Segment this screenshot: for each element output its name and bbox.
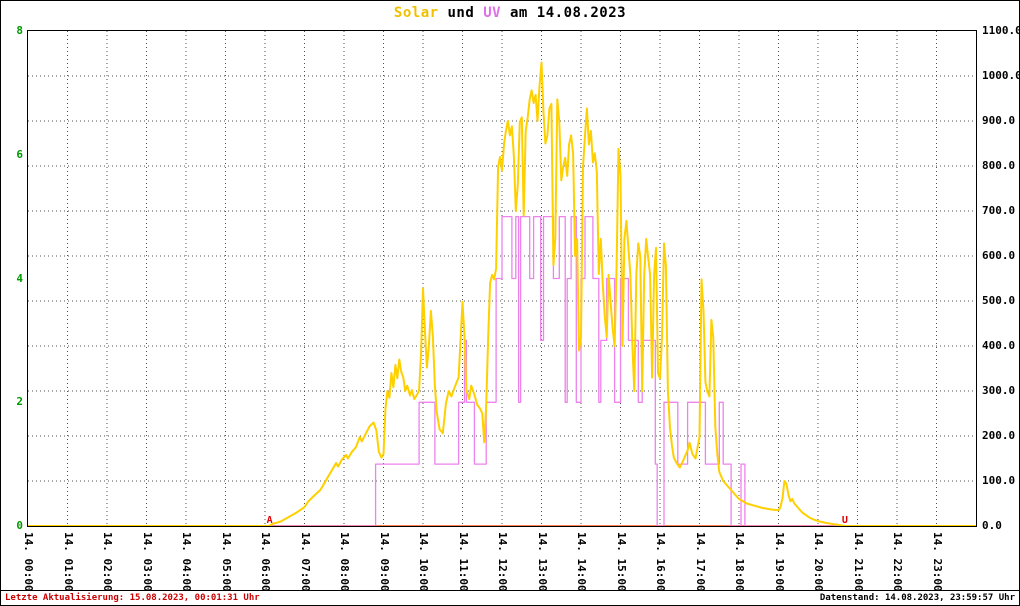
y-right-tick-label: 0.0: [982, 519, 1002, 532]
x-tick-label: 14. 01:00: [61, 532, 75, 592]
x-tick-label: 14. 09:00: [377, 532, 391, 592]
y-left-tick-label: 0: [16, 519, 23, 532]
y-right-tick-label: 900.0: [982, 114, 1016, 127]
status-bar: Letzte Aktualisierung: 15.08.2023, 00:01…: [1, 590, 1019, 605]
x-tick-label: 14. 13:00: [535, 532, 549, 592]
y-right-tick-label: 400.0: [982, 339, 1016, 352]
x-tick-label: 14. 15:00: [614, 532, 628, 592]
x-tick-label: 14. 06:00: [259, 532, 272, 592]
x-tick-label: 14. 21:00: [851, 532, 865, 592]
sun-marker: A: [267, 515, 273, 526]
y-left-tick-label: 6: [16, 147, 23, 161]
x-tick-label: 14. 14:00: [575, 532, 588, 592]
y-right-tick-label: 600.0: [982, 249, 1016, 262]
y-right-tick-label: 200.0: [982, 429, 1016, 442]
y-right-tick-label: 100.0: [982, 474, 1016, 487]
x-tick-label: 14. 05:00: [219, 532, 233, 592]
x-tick-label: 14. 00:00: [22, 532, 35, 592]
y-left-tick-label: 2: [16, 395, 23, 409]
y-right-tick-label: 1100.0: [982, 24, 1020, 37]
y-right-tick-label: 800.0: [982, 159, 1016, 172]
x-tick-label: 14. 02:00: [101, 532, 114, 592]
last-update-text: Letzte Aktualisierung: 15.08.2023, 00:01…: [5, 593, 260, 603]
y-right-tick-label: 700.0: [982, 204, 1016, 217]
title-part: Solar: [393, 5, 439, 21]
x-tick-label: 14. 11:00: [456, 532, 470, 592]
title-part: UV: [483, 5, 502, 21]
y-left-tick-label: 8: [16, 24, 23, 37]
y-left-tick-label: 4: [16, 271, 23, 285]
x-tick-label: 14. 22:00: [891, 532, 904, 592]
title-part: am 14.08.2023: [501, 5, 627, 21]
x-tick-label: 14. 03:00: [140, 532, 154, 592]
y-right-tick-label: 1000.0: [982, 69, 1020, 82]
sun-marker: U: [842, 515, 848, 526]
x-tick-label: 14. 16:00: [654, 532, 667, 592]
x-tick-label: 14. 08:00: [338, 532, 351, 592]
series-Solar: [28, 61, 976, 526]
y-right-tick-label: 500.0: [982, 294, 1016, 307]
x-tick-label: 14. 17:00: [693, 532, 707, 592]
x-tick-label: 14. 19:00: [772, 532, 786, 592]
x-tick-label: 14. 20:00: [812, 532, 825, 592]
chart-title: Solar und UV am 14.08.2023: [1, 5, 1019, 21]
x-tick-label: 14. 04:00: [180, 532, 193, 592]
title-part: und: [438, 5, 484, 21]
x-tick-label: 14. 23:00: [930, 532, 944, 592]
y-right-tick-label: 300.0: [982, 384, 1016, 397]
x-tick-label: 14. 18:00: [733, 532, 746, 592]
x-tick-label: 14. 10:00: [417, 532, 430, 592]
x-tick-label: 14. 07:00: [298, 532, 312, 592]
data-state-text: Datenstand: 14.08.2023, 23:59:57 Uhr: [819, 593, 1015, 603]
x-tick-label: 14. 12:00: [496, 532, 509, 592]
